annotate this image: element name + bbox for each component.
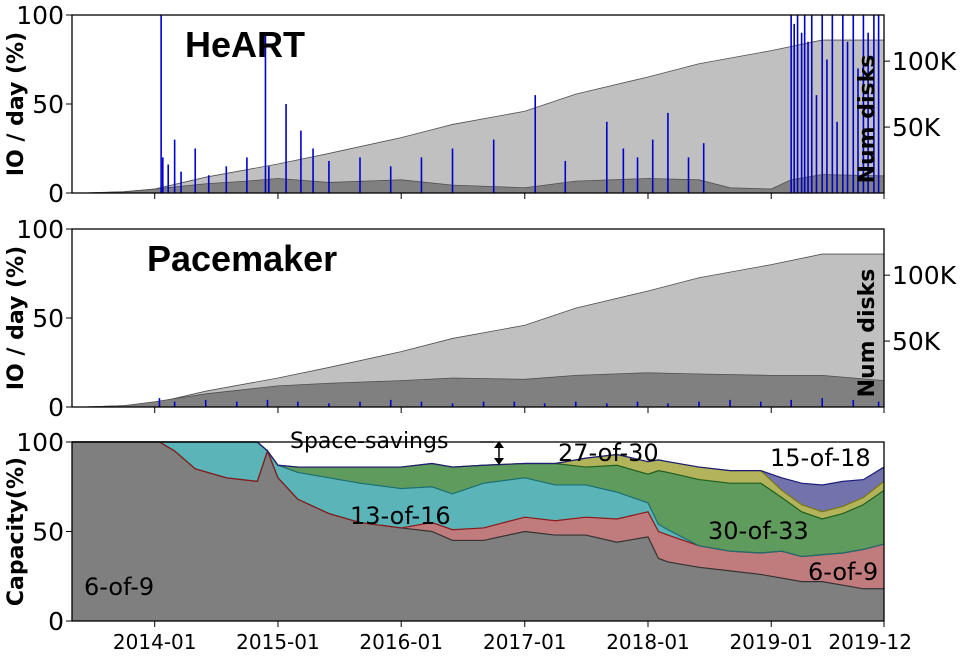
region-label: 13-of-16: [350, 502, 451, 530]
x-tick-label: 2018-01: [606, 630, 690, 654]
capacity-area: [72, 442, 884, 621]
panel-title: Pacemaker: [147, 238, 337, 279]
region-label: 6-of-9: [84, 573, 154, 601]
capacity-area: [72, 442, 884, 557]
right-tick-label: 100K: [892, 47, 957, 76]
right-axis-label: Num disks: [855, 269, 880, 398]
y-axis-label: IO / day (%): [4, 32, 29, 176]
y-tick-label: 0: [48, 607, 64, 636]
y-axis-label: Capacity(%): [4, 457, 29, 606]
x-tick-label: 2014-01: [113, 630, 197, 654]
right-axis-label: Num disks: [855, 55, 880, 184]
capacity-panel: 6-of-9 6-of-9 13-of-16 30-of-33 27-of-30 15-o…: [4, 428, 912, 654]
x-tick-label: 2017-01: [483, 630, 567, 654]
right-tick-label: 100K: [892, 261, 957, 290]
arrow-head-up: [494, 441, 504, 448]
region-label: 6-of-9: [808, 558, 878, 586]
y-axis-label: IO / day (%): [4, 246, 29, 390]
y-tick-label: 50: [32, 304, 64, 333]
y-tick-label: 0: [48, 179, 64, 208]
disks-in-transition-area: [82, 372, 885, 408]
x-tick-label: 2016-01: [359, 630, 443, 654]
capacity-area: [72, 442, 884, 519]
y-tick-label: 100: [16, 215, 64, 244]
y-tick-label: 100: [16, 428, 64, 457]
arrow-head-down: [494, 458, 504, 465]
region-label: 15-of-18: [770, 444, 871, 472]
region-label: 27-of-30: [558, 439, 659, 467]
right-tick-label: 50K: [892, 113, 941, 142]
y-tick-label: 50: [32, 518, 64, 547]
y-tick-label: 0: [48, 393, 64, 422]
capacity-area: [72, 442, 884, 557]
total-disks-area: [82, 253, 885, 408]
x-tick-label: 2019-12: [828, 630, 912, 654]
region-label: 30-of-33: [708, 517, 809, 545]
x-tick-label: 2015-01: [236, 630, 320, 654]
panel-title: HeART: [185, 24, 305, 65]
y-tick-label: 50: [32, 90, 64, 119]
capacity-area: [72, 442, 884, 589]
y-tick-label: 100: [16, 1, 64, 30]
right-tick-label: 50K: [892, 327, 941, 356]
x-tick-label: 2019-01: [729, 630, 813, 654]
